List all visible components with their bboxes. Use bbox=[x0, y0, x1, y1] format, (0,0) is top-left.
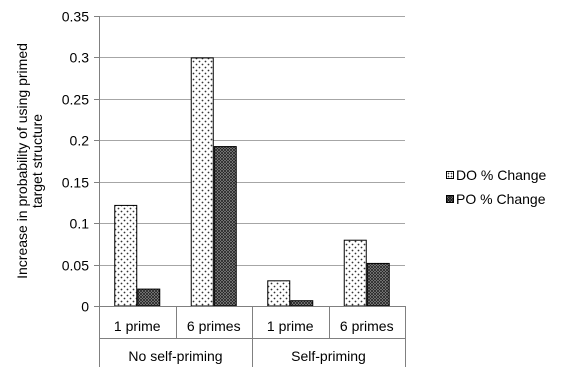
y-axis-label-line: target structure bbox=[29, 114, 45, 208]
legend: DO % Change PO % Change bbox=[446, 163, 546, 211]
legend-label-po: PO % Change bbox=[456, 191, 546, 207]
y-tick-label: 0.3 bbox=[70, 50, 90, 66]
y-tick-label: 0.35 bbox=[62, 9, 89, 25]
bar-do bbox=[343, 239, 367, 307]
y-tick-label: 0.1 bbox=[70, 216, 90, 232]
x-group-label: No self-priming bbox=[128, 348, 222, 364]
x-category-label: 1 prime bbox=[267, 318, 314, 334]
bar-do bbox=[267, 280, 291, 307]
bar-po bbox=[213, 146, 237, 307]
y-tick-label: 0.15 bbox=[62, 175, 89, 191]
y-tick-label: 0.2 bbox=[70, 133, 90, 149]
bar-po bbox=[290, 300, 314, 307]
x-category-label: 6 primes bbox=[187, 318, 241, 334]
legend-swatch-do bbox=[446, 171, 454, 179]
legend-item-po: PO % Change bbox=[446, 187, 546, 211]
tick-labels: 0 0.05 0.1 0.15 0.2 0.25 0.3 0.35 1 prime 6 prime… bbox=[62, 9, 394, 365]
gridlines bbox=[99, 16, 405, 266]
y-axis-label: Increase in probability of using primedt… bbox=[14, 43, 45, 279]
bar-do bbox=[114, 204, 138, 307]
legend-label-do: DO % Change bbox=[456, 167, 547, 183]
y-tick-label: 0 bbox=[81, 299, 89, 315]
x-category-label: 6 primes bbox=[340, 318, 394, 334]
axes bbox=[94, 16, 406, 367]
legend-swatch-po bbox=[446, 195, 454, 203]
bar-po bbox=[366, 262, 390, 307]
y-axis-label-line: Increase in probability of using primed bbox=[14, 43, 30, 279]
y-tick-label: 0.25 bbox=[62, 92, 89, 108]
legend-item-do: DO % Change bbox=[446, 163, 546, 187]
x-category-label: 1 prime bbox=[114, 318, 161, 334]
y-tick-label: 0.05 bbox=[62, 258, 89, 274]
bar-po bbox=[137, 288, 161, 307]
bars bbox=[114, 57, 390, 307]
bar-do bbox=[190, 57, 214, 307]
x-group-label: Self-priming bbox=[291, 348, 366, 364]
